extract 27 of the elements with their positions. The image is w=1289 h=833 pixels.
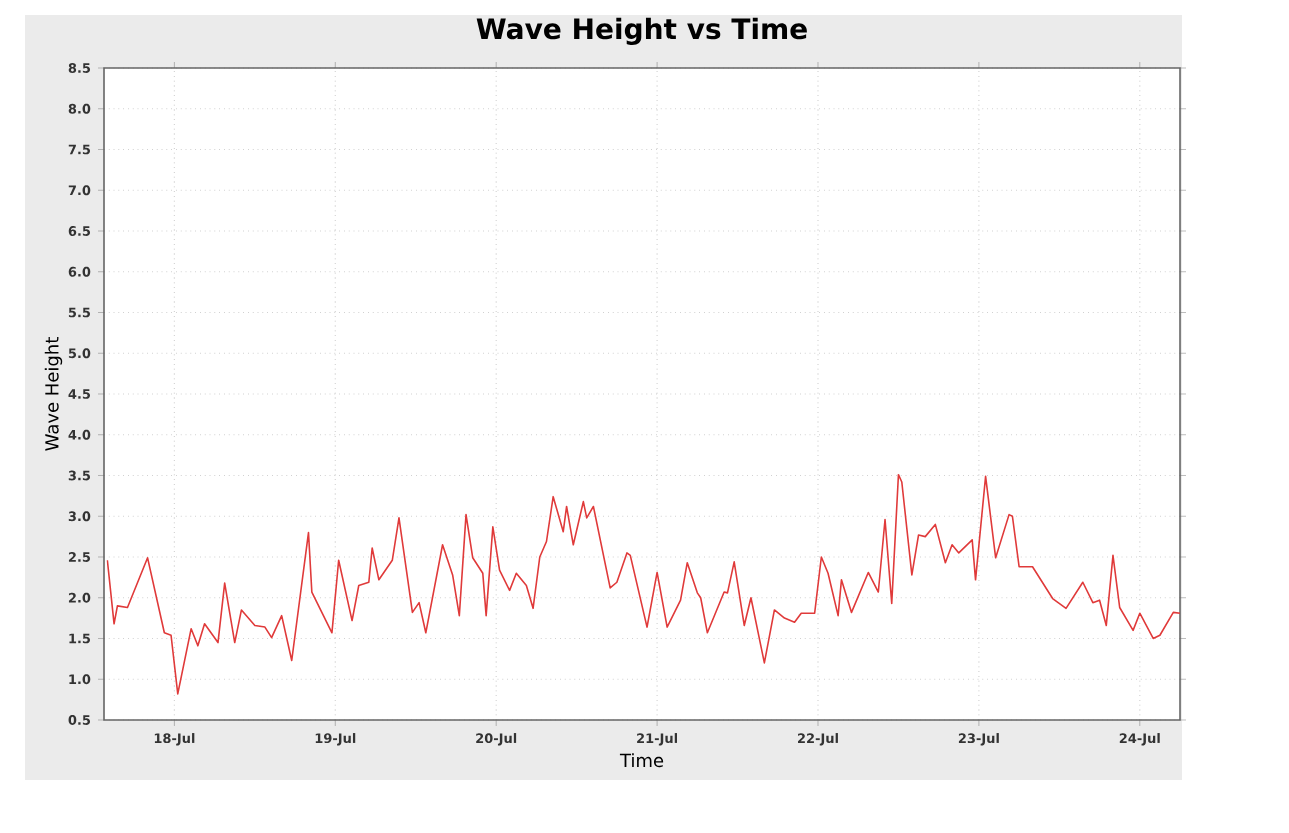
y-tick-label: 2.0 (68, 592, 91, 603)
y-tick-label: 4.0 (68, 429, 91, 440)
x-tick-label: 23-Jul (958, 733, 999, 746)
x-tick-label: 22-Jul (798, 733, 838, 746)
y-tick-label: 1.0 (69, 674, 91, 685)
y-tick-label: 3.5 (68, 470, 91, 481)
y-tick-label: 7.5 (68, 144, 91, 155)
y-tick-label: 4.5 (68, 389, 91, 399)
x-tick-label: 19-Jul (315, 733, 356, 746)
y-tick-label: 6.5 (68, 226, 91, 236)
y-tick-label: 2.5 (68, 552, 91, 562)
y-tick-label: 8.0 (68, 103, 91, 114)
x-tick-label: 20-Jul (476, 733, 517, 746)
y-tick-label: 1.5 (69, 633, 91, 644)
y-tick-label: 7.0 (68, 185, 91, 196)
y-tick-label: 6.0 (68, 266, 91, 277)
chart-title: Wave Height vs Time (476, 17, 807, 45)
x-axis-title: Time (619, 753, 664, 768)
x-tick-label: 21-Jul (637, 733, 678, 746)
y-tick-label: 5.0 (68, 348, 91, 359)
x-tick-label: 24-Jul (1119, 733, 1160, 746)
y-tick-label: 8.5 (68, 63, 91, 73)
x-tick-label: 18-Jul (154, 733, 195, 746)
y-tick-label: 0.5 (68, 715, 91, 725)
y-axis-title: Wave Height (44, 337, 63, 451)
y-tick-label: 3.0 (68, 511, 91, 522)
y-tick-label: 5.5 (68, 307, 91, 318)
